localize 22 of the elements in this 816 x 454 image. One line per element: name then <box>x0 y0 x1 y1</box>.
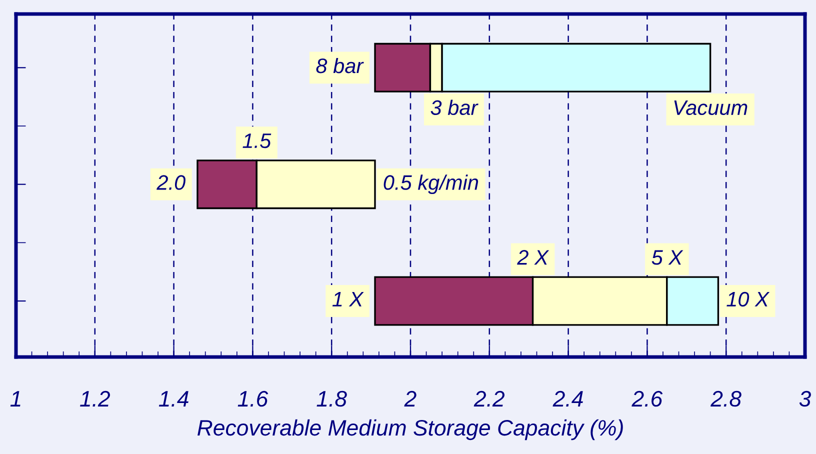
x-tick-label: 1 <box>10 391 20 406</box>
annotation: 0.5 kg/min <box>384 174 478 194</box>
annotation: Vacuum <box>674 100 748 116</box>
x-axis-title: Recoverable Medium Storage Capacity (%) <box>198 419 623 440</box>
x-tick-label: 2.2 <box>474 390 505 406</box>
x-tick-label: 1.4 <box>158 391 188 406</box>
x-tick-label: 2.6 <box>632 390 663 407</box>
annotation: 2 X <box>517 250 550 265</box>
annotation: 3 bar <box>430 100 478 116</box>
annotation: 10 X <box>726 292 770 307</box>
x-tick-label: 2.8 <box>710 390 742 407</box>
x-tick-label: 1.8 <box>316 390 347 407</box>
annotation: 8 bar <box>316 58 364 74</box>
x-tick-label: 1.2 <box>80 390 110 406</box>
x-tick-label: 3 <box>799 390 811 407</box>
annotation: 1.5 <box>242 134 272 148</box>
x-tick-label: 1.6 <box>238 390 268 407</box>
annotation: 1 X <box>332 292 364 306</box>
x-tick-label: 2 <box>404 390 416 406</box>
annotation: 5 X <box>652 250 684 265</box>
x-tick-label: 2.4 <box>552 390 583 406</box>
annotation: 2.0 <box>156 175 186 190</box>
